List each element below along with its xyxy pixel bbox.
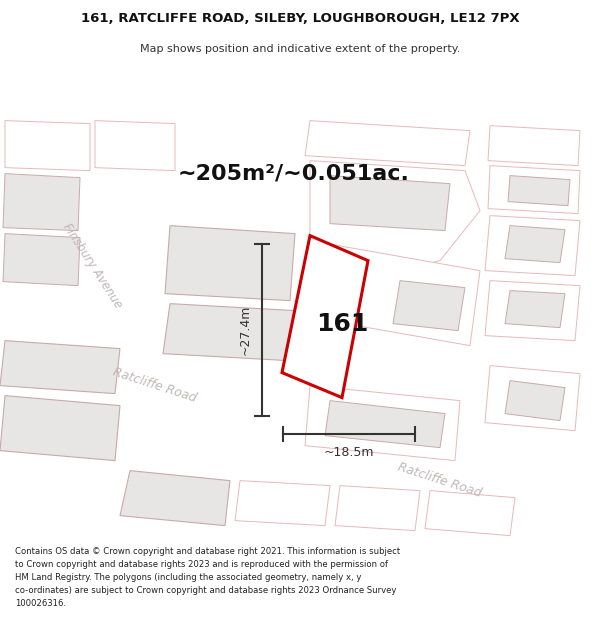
Polygon shape	[505, 381, 565, 421]
Text: Contains OS data © Crown copyright and database right 2021. This information is : Contains OS data © Crown copyright and d…	[15, 548, 400, 608]
Polygon shape	[485, 281, 580, 341]
Polygon shape	[165, 226, 295, 301]
Polygon shape	[485, 216, 580, 276]
Polygon shape	[95, 121, 175, 171]
Text: ~18.5m: ~18.5m	[324, 446, 374, 459]
Polygon shape	[0, 396, 120, 461]
Text: 161, RATCLIFFE ROAD, SILEBY, LOUGHBOROUGH, LE12 7PX: 161, RATCLIFFE ROAD, SILEBY, LOUGHBOROUG…	[80, 12, 520, 25]
Text: Ratcliffe Road: Ratcliffe Road	[397, 461, 484, 500]
Polygon shape	[393, 281, 465, 331]
Polygon shape	[505, 291, 565, 328]
Polygon shape	[310, 161, 480, 271]
Polygon shape	[163, 304, 295, 361]
Polygon shape	[0, 341, 120, 394]
Polygon shape	[3, 234, 80, 286]
Polygon shape	[505, 226, 565, 262]
Polygon shape	[300, 241, 480, 346]
Polygon shape	[325, 401, 445, 448]
Text: Map shows position and indicative extent of the property.: Map shows position and indicative extent…	[140, 44, 460, 54]
Polygon shape	[282, 236, 368, 398]
Polygon shape	[235, 481, 330, 526]
Text: ~205m²/~0.051ac.: ~205m²/~0.051ac.	[178, 164, 410, 184]
Polygon shape	[488, 126, 580, 166]
Polygon shape	[330, 176, 450, 231]
Text: Ratcliffe Road: Ratcliffe Road	[112, 366, 199, 405]
Polygon shape	[425, 491, 515, 536]
Text: Finsbury Avenue: Finsbury Avenue	[59, 221, 124, 311]
Polygon shape	[485, 366, 580, 431]
Polygon shape	[5, 121, 90, 171]
Polygon shape	[488, 166, 580, 214]
Polygon shape	[3, 174, 80, 231]
Polygon shape	[508, 176, 570, 206]
Text: ~27.4m: ~27.4m	[239, 304, 252, 355]
Polygon shape	[305, 121, 470, 166]
Polygon shape	[120, 471, 230, 526]
Polygon shape	[335, 486, 420, 531]
Polygon shape	[305, 386, 460, 461]
Text: 161: 161	[316, 312, 368, 336]
